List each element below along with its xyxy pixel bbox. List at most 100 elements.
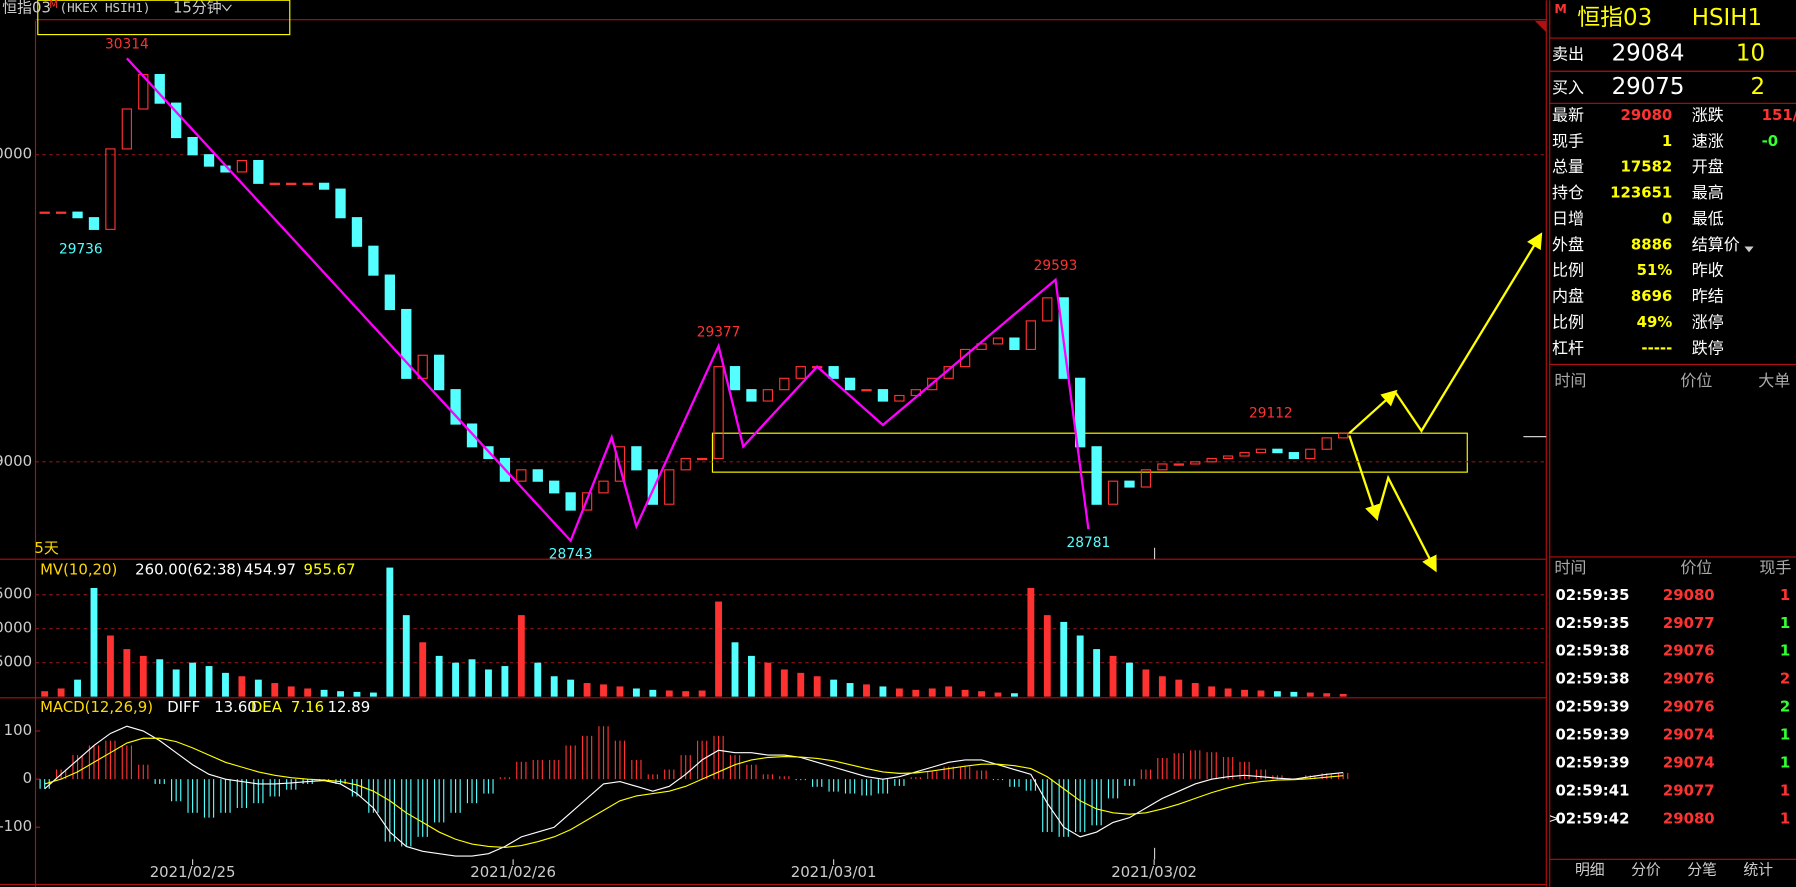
candle [992,337,1004,345]
candle [779,377,790,391]
volume-bar [205,666,213,697]
y-tick-label: 5000 [0,653,32,671]
field-label: 外盘 [1552,235,1584,254]
tab[interactable]: 统计 [1743,861,1773,879]
candle [664,469,675,505]
trade-time: 02:59:38 [1555,670,1629,688]
column-header: 价位 [1680,371,1712,390]
candle [1190,461,1201,465]
volume-bar [1241,689,1248,697]
macd-line [44,737,1344,849]
trade-volume: 1 [1780,586,1790,604]
candle [1321,437,1332,450]
tab[interactable]: 分价 [1631,861,1661,879]
volume-bar [468,659,476,697]
volume-bar [485,669,492,697]
y-tick-label: 15000 [0,585,32,603]
candle [549,480,560,494]
row-cursor: > [1549,811,1560,826]
candle [236,160,248,173]
pivot-label: 29593 [1034,258,1078,274]
field-label: 跌停 [1692,338,1724,357]
volume-bar [879,686,887,697]
field-label: 涨停 [1692,313,1724,332]
volume-bar [813,676,821,697]
volume-bar [238,676,246,697]
y-tick-label: -100 [0,817,32,835]
indicator-stat: 260.00(62:38) [135,561,242,579]
legend-name: DIFF [167,698,200,716]
volume-bar [764,662,772,697]
volume-bar [895,688,903,697]
volume-bar [106,635,114,697]
legend-value: 7.16 [291,698,324,716]
candle [894,394,905,402]
trade-time: 02:59:39 [1555,754,1629,772]
corner-marker [1534,20,1547,33]
candle [1222,455,1234,460]
indicator-name[interactable]: MACD(12,26,9) [40,698,153,716]
volume-bar [1158,676,1166,697]
volume-bar [402,615,410,697]
candle [1288,452,1300,460]
volume-bar [698,690,706,697]
volume-bar [1109,655,1117,697]
volume-bar [222,672,229,697]
quote-flag: M [1554,1,1567,16]
candle [1157,463,1168,471]
volume-bar [517,615,525,697]
volume-bar [435,655,443,697]
candle [384,274,395,311]
range-box [711,432,1468,473]
indicator-stat: 955.67 [304,561,356,579]
volume-bar [1257,690,1265,697]
volume-bar [797,672,805,697]
volume-bar [1323,693,1331,697]
volume-bar [337,691,344,697]
trade-price: 29074 [1663,754,1715,772]
candle [828,366,839,379]
volume-bar [846,683,854,697]
y-tick-label: 30000 [0,145,32,163]
volume-bar [1175,679,1183,697]
volume-bar [1010,693,1018,697]
volume-bar [863,684,870,697]
dropdown-chevron[interactable] [1744,246,1754,253]
volume-bar [139,655,147,697]
y-tick-label: 100 [4,721,32,739]
volume-bar [1076,635,1084,697]
candle [959,348,971,368]
trade-price: 29076 [1663,642,1715,660]
candle [88,217,100,230]
x-tick-label: 2021/02/26 [470,863,556,881]
x-tick-label: 2021/03/02 [1111,863,1197,881]
tab[interactable]: 分笔 [1687,861,1717,879]
quote-price: 29084 [1612,41,1685,67]
field-label: 开盘 [1692,157,1724,176]
volume-bar [928,688,936,697]
candle [647,469,658,505]
volume-bar [501,666,509,697]
field-label: 涨跌 [1692,105,1724,124]
candle [1075,377,1086,448]
volume-bar [583,683,591,697]
legend-value: 12.89 [328,698,371,716]
candle [1009,337,1020,351]
period-chevron[interactable] [221,4,232,12]
trade-time: 02:59:38 [1555,642,1629,660]
tab[interactable]: 明细 [1575,861,1605,879]
volume-bar [452,662,460,697]
field-label: 结算价 [1692,235,1740,254]
trade-time: 02:59:42 [1555,809,1629,827]
volume-bar [1306,692,1314,697]
period[interactable]: 15分钟 [173,0,222,16]
volume-bar [419,642,427,697]
candle [286,182,297,186]
trade-price: 29077 [1663,781,1715,799]
candle [614,446,626,482]
field-label: 内盘 [1552,287,1584,306]
trade-price: 29076 [1663,670,1715,688]
volume-bar [353,691,361,697]
indicator-name[interactable]: MV(10,20) [40,561,117,579]
volume-bar [550,676,558,697]
